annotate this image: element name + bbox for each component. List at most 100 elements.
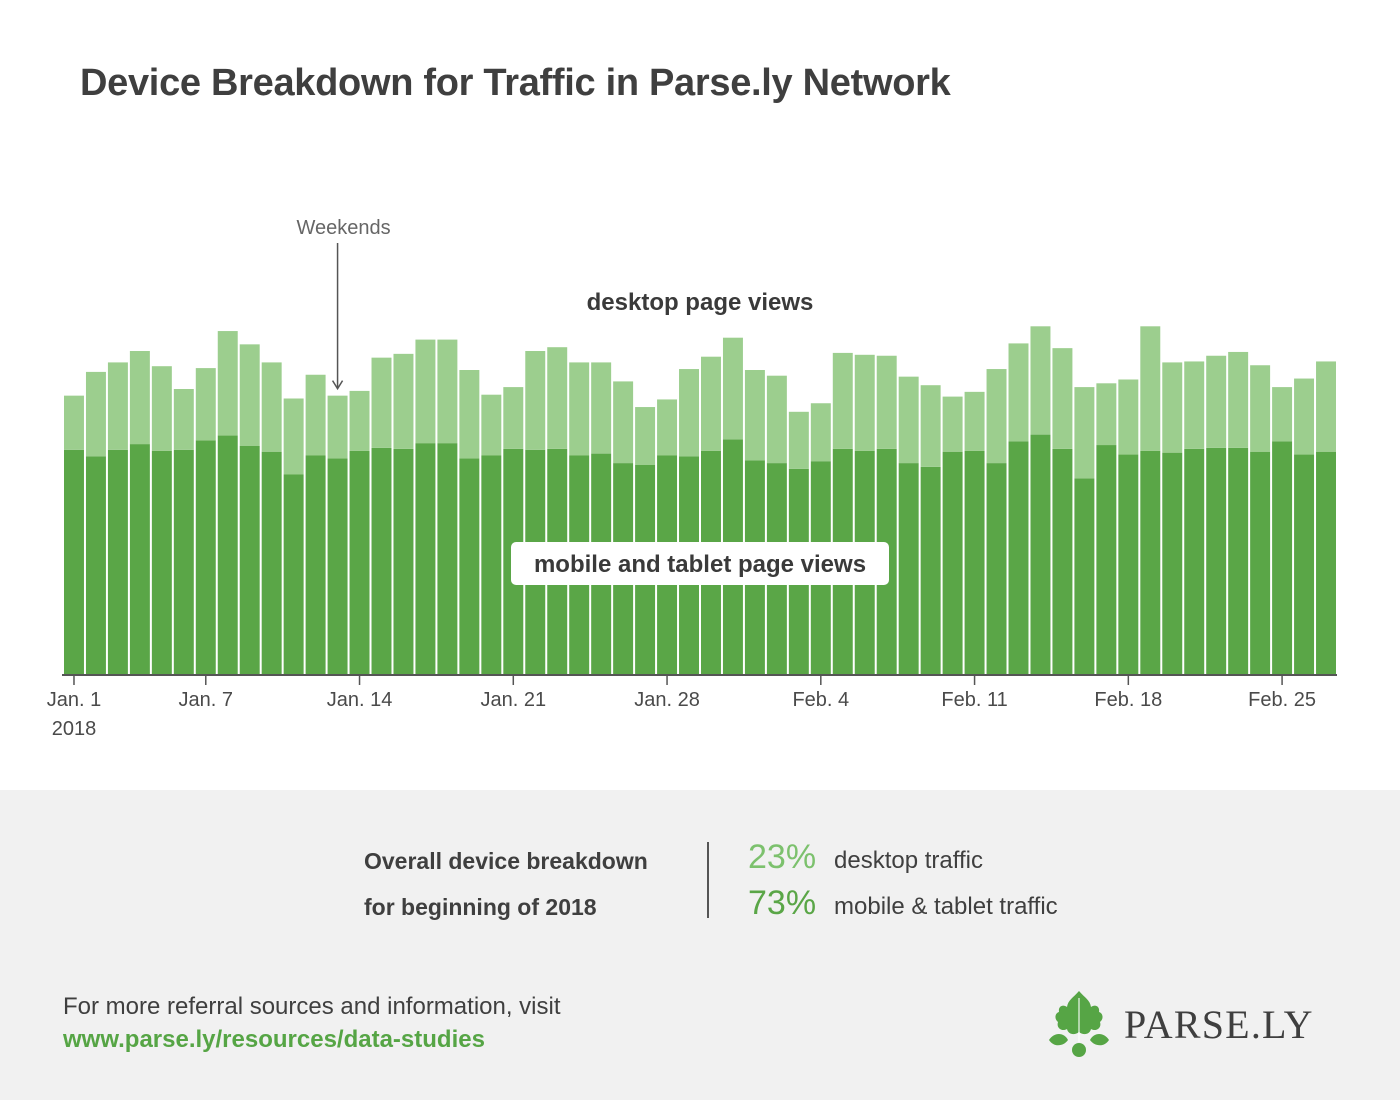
bar-desktop (217, 331, 238, 436)
bar-desktop (854, 354, 875, 451)
bar-desktop (744, 370, 765, 461)
bar-desktop (986, 369, 1007, 464)
bar-desktop (173, 389, 194, 450)
annotation-weekends-label: Weekends (296, 217, 390, 239)
bar-desktop (591, 362, 612, 454)
bar-desktop (1008, 343, 1029, 442)
bar-desktop (349, 390, 370, 451)
bar-desktop (876, 355, 897, 449)
x-tick-sublabel: 2018 (52, 718, 97, 740)
bar-desktop (1206, 355, 1227, 448)
bar-desktop (1184, 361, 1205, 449)
desktop-percent: 23% (748, 838, 817, 876)
bar-mobile (371, 447, 392, 674)
bar-mobile (349, 450, 370, 674)
summary-heading-line1: Overall device breakdown (364, 848, 648, 874)
mobile-stat: 73% mobile & tablet traffic (748, 880, 1058, 926)
bar-desktop (679, 369, 699, 457)
bar-desktop (613, 381, 634, 464)
bar-desktop (239, 344, 260, 446)
bar-mobile (1074, 478, 1095, 674)
bar-desktop (525, 351, 546, 450)
bar-mobile (261, 451, 282, 674)
bar-desktop (920, 385, 941, 467)
bar-desktop (459, 370, 480, 459)
logo-wordmark: PARSE.LY (1124, 1001, 1314, 1047)
x-tick-label: Jan. 7 (179, 689, 233, 711)
bar-desktop (942, 396, 963, 452)
bar-mobile (986, 463, 1007, 674)
parsely-logo[interactable]: PARSE.LY (1046, 988, 1314, 1060)
summary-heading: Overall device breakdown for beginning o… (364, 838, 694, 930)
bar-desktop (788, 411, 809, 469)
bar-mobile (1184, 448, 1205, 674)
x-tick-label: Feb. 11 (941, 689, 1007, 711)
bar-desktop (635, 407, 656, 465)
bar-desktop (1052, 348, 1073, 449)
x-tick-label: Jan. 1 (47, 689, 101, 711)
x-axis-ticks: Jan. 1 2018 Jan. 7 Jan. 14 Jan. 21 Jan. 28 Feb… (47, 675, 1316, 740)
chart-title: Device Breakdown for Traffic in Parse.ly… (80, 62, 951, 104)
bar-mobile (1316, 451, 1336, 674)
bar-mobile (1030, 434, 1051, 674)
bar-mobile (1096, 445, 1117, 674)
bar-desktop (129, 351, 150, 445)
bar-desktop (283, 398, 304, 475)
bar-desktop (1140, 326, 1161, 451)
x-tick-label: Jan. 28 (634, 689, 700, 711)
mobile-series-label: mobile and tablet page views (534, 551, 866, 578)
bar-mobile (393, 448, 414, 674)
bar-desktop (1250, 365, 1271, 452)
data-studies-link[interactable]: www.parse.ly/resources/data-studies (63, 1026, 485, 1053)
bar-mobile (239, 446, 260, 674)
bar-desktop (437, 339, 458, 444)
bar-desktop (151, 366, 172, 451)
bar-mobile (1272, 441, 1293, 674)
bar-mobile (305, 455, 326, 674)
bar-desktop (898, 376, 919, 464)
bar-desktop (547, 347, 568, 449)
bar-desktop (195, 368, 216, 441)
mobile-percent: 73% (748, 884, 817, 922)
bar-mobile (64, 449, 84, 674)
bar-mobile (1228, 447, 1249, 674)
summary-divider (707, 842, 709, 918)
bar-mobile (1008, 441, 1029, 674)
bar-desktop (832, 352, 853, 449)
bar-desktop (701, 356, 721, 451)
more-info-text: For more referral sources and informatio… (63, 993, 561, 1020)
desktop-stat-label: desktop traffic (834, 847, 983, 874)
bar-desktop (766, 375, 787, 464)
bar-mobile (1294, 454, 1315, 674)
bar-mobile (151, 450, 172, 674)
annotation-arrowhead (331, 380, 344, 391)
chart-area: Jan. 1 2018 Jan. 7 Jan. 14 Jan. 21 Jan. 28 Feb… (47, 217, 1337, 740)
bar-mobile (85, 456, 106, 674)
bar-mobile (173, 449, 194, 674)
desktop-series-label: desktop page views (587, 289, 814, 316)
bar-mobile (459, 458, 480, 674)
bar-mobile (217, 435, 238, 674)
x-tick-label: Feb. 18 (1094, 689, 1162, 711)
bar-mobile (283, 474, 304, 674)
bar-desktop (1316, 361, 1336, 452)
bar-mobile (327, 458, 348, 674)
bar-desktop (964, 391, 985, 451)
bar-desktop (1030, 326, 1051, 435)
bar-mobile (1250, 451, 1271, 674)
bar-mobile (1206, 447, 1227, 674)
bar-desktop (1162, 362, 1183, 453)
bar-desktop (1118, 379, 1139, 455)
bar-desktop (261, 362, 282, 452)
bar-desktop (569, 362, 590, 456)
bar-desktop (327, 395, 348, 459)
bar-desktop (1096, 383, 1117, 446)
series-labels-group: desktop page views mobile and tablet page… (511, 289, 889, 585)
bar-mobile (898, 463, 919, 674)
annotations-group: Weekends (296, 217, 391, 391)
bar-mobile (1052, 448, 1073, 674)
bar-desktop (1272, 387, 1293, 442)
bar-desktop (810, 403, 831, 462)
bar-desktop (371, 357, 392, 448)
bar-desktop (657, 399, 678, 456)
